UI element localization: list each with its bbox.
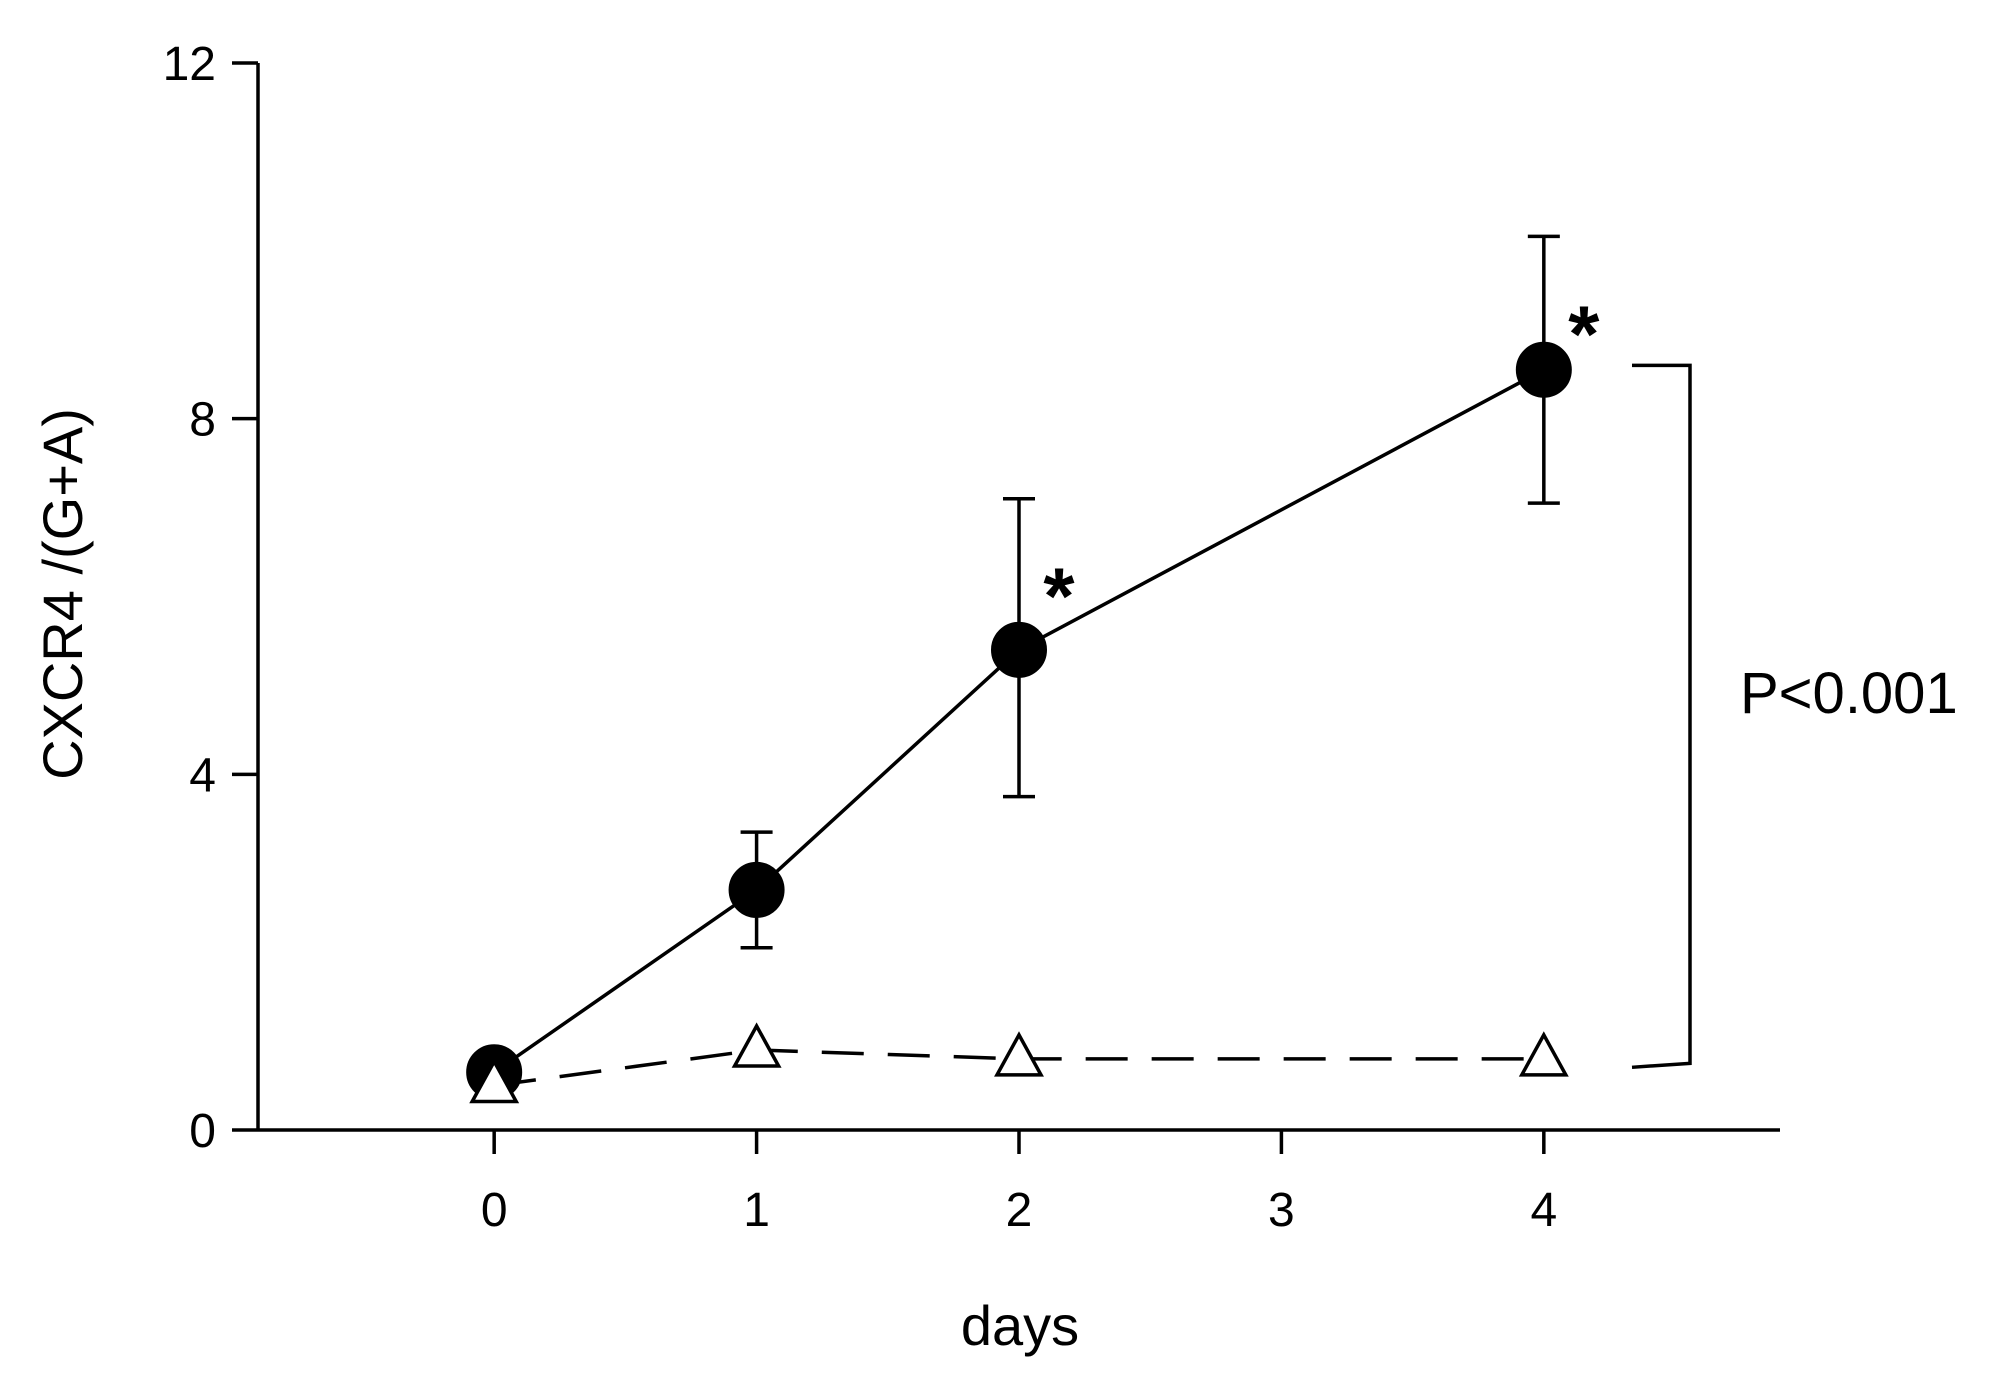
x-axis-title: days xyxy=(961,1294,1079,1357)
series-1-line xyxy=(493,368,1545,1074)
y-tick-label: 0 xyxy=(189,1105,216,1158)
data-point-triangle xyxy=(1518,1031,1569,1077)
y-axis-title: CXCR4 /(G+A) xyxy=(31,408,94,780)
significance-star: * xyxy=(1043,552,1075,641)
x-tick-label: 3 xyxy=(1268,1184,1295,1237)
data-point-circle xyxy=(728,861,785,918)
x-tick-label: 2 xyxy=(1006,1184,1033,1237)
data-point-triangle xyxy=(994,1031,1044,1077)
series-lines xyxy=(493,368,1545,1088)
data-point-triangle xyxy=(469,1057,520,1104)
x-tick-label: 4 xyxy=(1530,1184,1557,1237)
series-2-line xyxy=(493,1048,1544,1088)
error-bars xyxy=(740,234,1560,950)
x-tick-label: 0 xyxy=(481,1184,508,1237)
y-tick-label: 8 xyxy=(189,394,216,447)
y-tick-label: 4 xyxy=(189,749,216,802)
data-point-circle xyxy=(1515,341,1572,398)
comparison-bracket xyxy=(1631,363,1692,1070)
data-point-triangle xyxy=(731,1022,782,1068)
y-tick-label: 12 xyxy=(163,38,216,91)
markers xyxy=(466,341,1572,1104)
p-value-label: P<0.001 xyxy=(1740,661,1958,726)
significance-star: * xyxy=(1568,289,1600,378)
x-tick-label: 1 xyxy=(743,1184,770,1237)
y-axis-ticks: 0 4 8 12 xyxy=(163,38,258,1158)
x-axis-ticks: 0 1 2 3 4 xyxy=(481,1130,1557,1237)
annotations: ** xyxy=(1043,289,1692,1070)
data-point-circle xyxy=(991,621,1047,678)
